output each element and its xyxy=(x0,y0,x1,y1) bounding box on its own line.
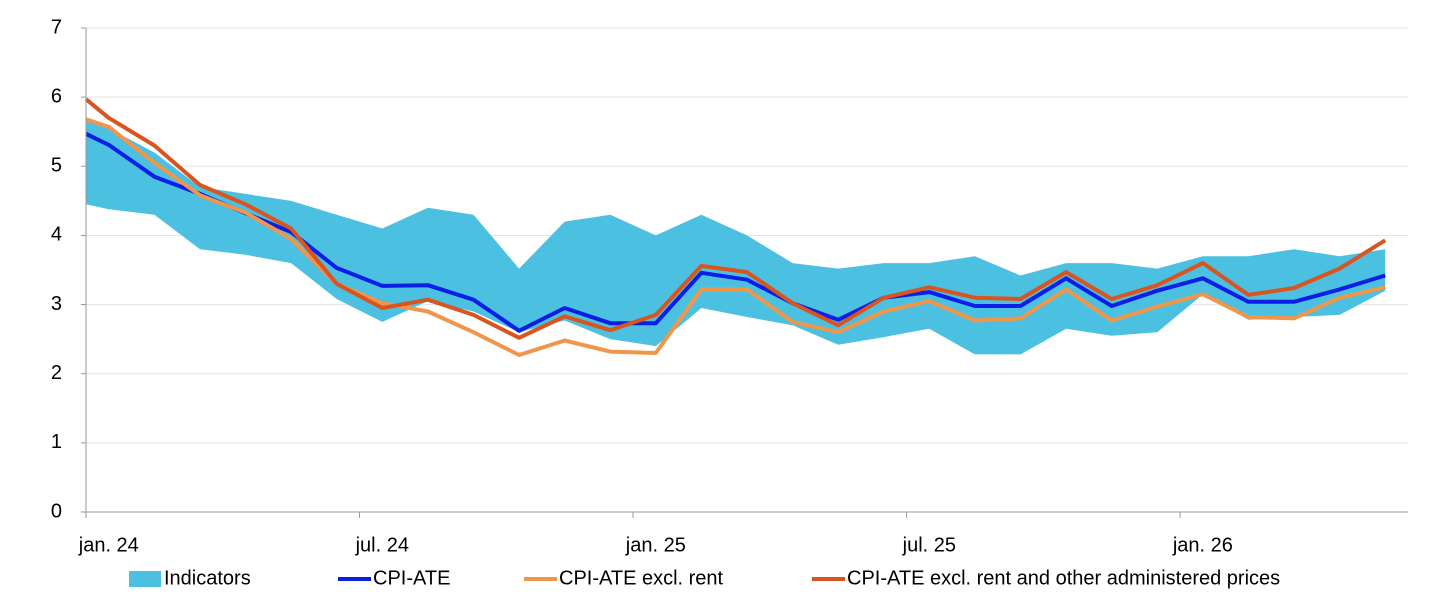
indicator-band xyxy=(86,121,1386,355)
y-tick-label: 3 xyxy=(51,293,62,315)
y-tick-label: 5 xyxy=(51,155,62,177)
legend-label: CPI-ATE excl. rent xyxy=(559,567,724,589)
y-tick-label: 2 xyxy=(51,362,62,384)
x-tick-label: jan. 24 xyxy=(78,534,139,556)
y-tick-label: 6 xyxy=(51,85,62,107)
x-tick-label: jul. 24 xyxy=(355,534,409,556)
series-line xyxy=(85,117,1386,357)
legend-label: CPI-ATE excl. rent and other administere… xyxy=(847,567,1280,589)
y-tick-label: 7 xyxy=(51,16,62,38)
x-tick-label: jan. 26 xyxy=(1172,534,1233,556)
legend-label: Indicators xyxy=(164,567,251,589)
y-tick-label: 0 xyxy=(51,500,62,522)
y-tick-label: 1 xyxy=(51,431,62,453)
x-tick-label: jan. 25 xyxy=(625,534,686,556)
series-line xyxy=(85,132,1386,333)
series-line xyxy=(84,97,1387,340)
legend-swatch xyxy=(129,571,161,587)
legend-label: CPI-ATE xyxy=(373,567,450,589)
x-tick-label: jul. 25 xyxy=(902,534,956,556)
y-tick-label: 4 xyxy=(51,224,62,246)
